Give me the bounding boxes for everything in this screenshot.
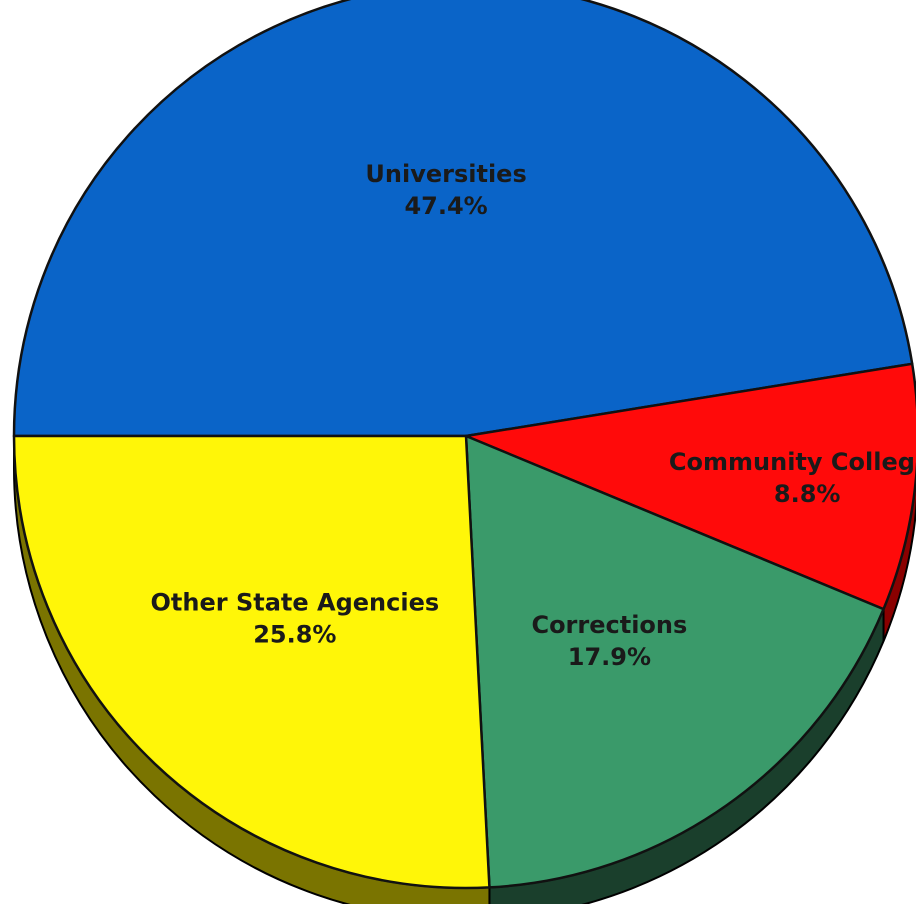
- slice-label-corrections: Corrections: [531, 611, 687, 639]
- slice-community-colleges: [464, 362, 916, 611]
- slice-label-community-colleges: Community Colleges: [669, 448, 916, 476]
- slice-value-community-colleges: 8.8%: [774, 480, 841, 508]
- slice-label-universities: Universities: [365, 160, 526, 188]
- slice-other-state-agencies: [12, 434, 491, 890]
- slice-universities: [12, 0, 914, 438]
- slice-corrections: [464, 434, 885, 889]
- slice-label-other-state-agencies: Other State Agencies: [151, 588, 440, 616]
- slice-value-other-state-agencies: 25.8%: [253, 620, 336, 648]
- slice-value-corrections: 17.9%: [568, 643, 651, 671]
- slice-value-universities: 47.4%: [404, 192, 487, 220]
- pie-slices: [12, 0, 916, 890]
- pie-labels: Universities 47.4% Community Colleges 8.8% C…: [151, 160, 916, 671]
